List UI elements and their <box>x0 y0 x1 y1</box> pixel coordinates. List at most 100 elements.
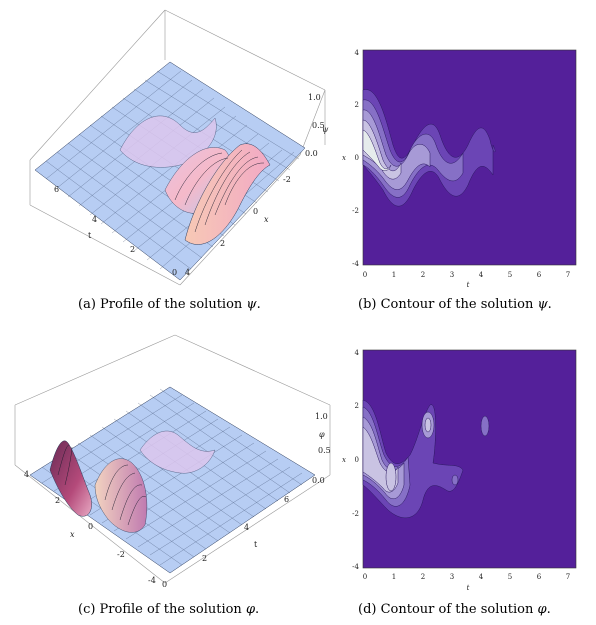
caption-variable: ψ <box>537 297 548 312</box>
bounding-box <box>29 9 326 286</box>
x-tick-label: 6 <box>537 573 542 581</box>
y-tick-label: 4 <box>355 49 360 57</box>
y-tick-label: -2 <box>352 207 359 215</box>
y-axis: 4 2 0 -2 -4 x <box>342 349 359 571</box>
caption-text: (d) Contour of the solution <box>358 602 538 617</box>
surface-wave-back <box>139 430 216 474</box>
caption-end: . <box>547 297 552 312</box>
y-tick-label: -4 <box>352 260 359 268</box>
surface-wave-front <box>184 143 271 245</box>
x-tick-label: 4 <box>479 573 484 581</box>
x-tick-label: 2 <box>55 496 60 505</box>
x-tick-label: 5 <box>508 573 512 581</box>
caption-variable: φ <box>245 602 256 617</box>
y-tick-label: -4 <box>352 563 359 571</box>
x-tick-label: 4 <box>24 470 29 479</box>
figure-a-surface-plot: 1.0 0.5 0.0 ψ 6 4 2 0 t -2 0 2 4 x <box>29 9 329 286</box>
x-axis-label: t <box>467 281 470 289</box>
z-tick-label: 1.0 <box>315 412 328 421</box>
caption-end: . <box>255 602 260 617</box>
caption-end: . <box>256 297 261 312</box>
y-tick-label: -2 <box>352 510 359 518</box>
figure-d-contour-plot: 4 2 0 -2 -4 x 0 1 2 3 4 5 6 7 t <box>342 349 577 592</box>
figure-c-caption: (c) Profile of the solution φ. <box>78 602 259 617</box>
t-tick-label: 6 <box>54 185 59 194</box>
z-axis-label: ψ <box>322 125 329 134</box>
t-tick-label: 0 <box>162 580 167 589</box>
z-axis-label: φ <box>319 430 325 439</box>
y-tick-label: 0 <box>355 456 359 464</box>
bounding-box <box>14 334 331 584</box>
t-axis: 6 4 2 0 t <box>54 185 177 277</box>
z-axis: 1.0 0.5 0.0 φ <box>312 412 331 485</box>
contour-levels <box>362 399 490 519</box>
t-tick-label: 4 <box>92 215 97 224</box>
y-tick-label: 2 <box>355 101 359 109</box>
caption-text: (c) Profile of the solution <box>78 602 246 617</box>
z-axis: 1.0 0.5 0.0 ψ <box>305 93 329 158</box>
x-axis: -2 0 2 4 x <box>185 175 291 277</box>
x-tick-label: -4 <box>148 576 156 585</box>
t-tick-label: 6 <box>284 495 289 504</box>
figure-b-contour-plot: 4 2 0 -2 -4 x 0 1 2 3 4 5 6 7 t <box>342 49 577 289</box>
x-axis: 0 1 2 3 4 5 6 7 t <box>363 271 570 289</box>
z-tick-label: 0.5 <box>318 446 331 455</box>
x-tick-label: 4 <box>185 268 190 277</box>
x-tick-label: 0 <box>88 522 93 531</box>
caption-end: . <box>546 602 551 617</box>
y-tick-label: 4 <box>355 349 360 357</box>
caption-variable: φ <box>537 602 547 617</box>
x-tick-label: 2 <box>421 271 425 279</box>
x-tick-label: 2 <box>421 573 425 581</box>
caption-text: (b) Contour of the solution <box>358 297 538 312</box>
caption-text: (a) Profile of the solution <box>78 297 247 312</box>
y-axis-label: x <box>342 154 346 162</box>
z-tick-label: 1.0 <box>308 93 321 102</box>
x-tick-label: 4 <box>479 271 484 279</box>
t-tick-label: 0 <box>172 268 177 277</box>
x-axis-label: x <box>70 530 75 539</box>
x-axis: 0 1 2 3 4 5 6 7 t <box>363 573 570 592</box>
x-tick-label: -2 <box>117 550 125 559</box>
t-axis-label: t <box>254 540 258 549</box>
caption-variable: ψ <box>246 297 257 312</box>
figure-a-caption: (a) Profile of the solution ψ. <box>78 297 261 312</box>
x-tick-label: 6 <box>537 271 542 279</box>
x-tick-label: 2 <box>220 239 225 248</box>
y-axis: 4 2 0 -2 -4 x <box>342 49 359 268</box>
z-tick-label: 0.5 <box>312 121 325 130</box>
t-tick-label: 2 <box>202 554 207 563</box>
surface-base-plane <box>29 386 316 574</box>
x-axis-label: x <box>264 215 269 224</box>
t-axis: 0 2 4 6 t <box>162 495 289 589</box>
x-tick-label: 0 <box>363 573 367 581</box>
surface-peak <box>49 440 92 517</box>
x-tick-label: 7 <box>566 573 570 581</box>
y-tick-label: 2 <box>355 402 359 410</box>
x-tick-label: -2 <box>283 175 291 184</box>
x-tick-label: 0 <box>363 271 367 279</box>
x-tick-label: 3 <box>450 271 454 279</box>
z-tick-label: 0.0 <box>305 149 318 158</box>
x-tick-label: 3 <box>450 573 454 581</box>
x-tick-label: 0 <box>253 207 258 216</box>
surface-wave-ridges <box>174 149 265 233</box>
x-axis-label: t <box>467 584 470 592</box>
z-tick-label: 0.0 <box>312 476 325 485</box>
y-tick-label: 0 <box>355 154 359 162</box>
t-tick-label: 4 <box>244 523 249 532</box>
surface-wave-ridges <box>57 444 147 526</box>
x-tick-label: 7 <box>566 271 570 279</box>
x-tick-label: 1 <box>392 271 396 279</box>
figure-b-caption: (b) Contour of the solution ψ. <box>358 297 552 312</box>
x-tick-label: 1 <box>392 573 396 581</box>
x-tick-label: 5 <box>508 271 512 279</box>
figure-d-caption: (d) Contour of the solution φ. <box>358 602 551 617</box>
surface-wave-back <box>119 115 217 168</box>
y-axis-label: x <box>342 456 346 464</box>
x-axis: 4 2 0 -2 -4 x <box>24 470 156 585</box>
surface-base-plane <box>34 61 306 281</box>
figure-c-surface-plot: 1.0 0.5 0.0 φ 0 2 4 6 t 4 2 0 -2 -4 x <box>14 334 331 589</box>
contour-levels <box>362 89 496 207</box>
surface-wave-mid <box>94 458 148 533</box>
